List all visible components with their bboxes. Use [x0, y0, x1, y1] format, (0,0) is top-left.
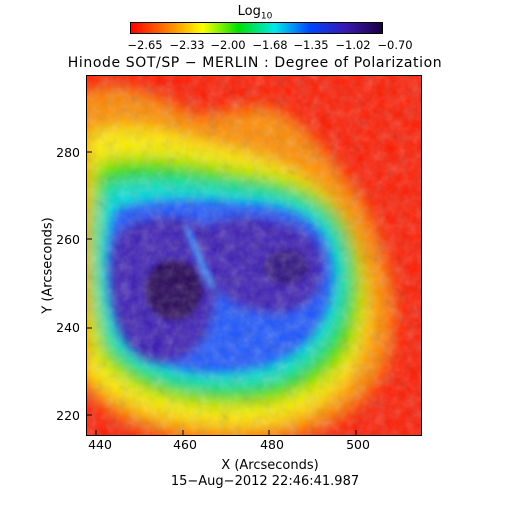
colorbar-tick: −0.70 — [377, 38, 413, 52]
y-tick-label: 220 — [56, 408, 80, 423]
colorbar-tick: −1.68 — [252, 38, 288, 52]
colorbar-tick: −2.00 — [210, 38, 246, 52]
colorbar-tick: −1.35 — [293, 38, 329, 52]
x-tick-label: 460 — [173, 437, 197, 452]
y-tick-label: 260 — [56, 232, 80, 247]
colorbar — [130, 22, 383, 34]
x-tick-label: 500 — [346, 437, 370, 452]
y-tick-label: 240 — [56, 320, 80, 335]
colorbar-tick: −2.33 — [169, 38, 205, 52]
plot-title: Hinode SOT/SP − MERLIN : Degree of Polar… — [67, 55, 443, 71]
x-axis-label: X (Arcseconds) — [221, 458, 319, 473]
colorbar-tick: −1.02 — [335, 38, 371, 52]
x-tick-label: 440 — [88, 437, 112, 452]
timestamp: 15−Aug−2012 22:46:41.987 — [170, 474, 360, 489]
colorbar-ticks: −2.65 −2.33 −2.00 −1.68 −1.35 −1.02 −0.7… — [110, 38, 413, 54]
colorbar-label: Log10 — [237, 4, 273, 22]
x-tick-label: 480 — [260, 437, 284, 452]
y-axis-label: Y (Arcseconds) — [40, 217, 56, 314]
y-tick-label: 280 — [56, 145, 80, 160]
polarization-map — [86, 75, 422, 436]
axis-ticks — [86, 151, 357, 436]
colorbar-tick: −2.65 — [127, 38, 163, 52]
